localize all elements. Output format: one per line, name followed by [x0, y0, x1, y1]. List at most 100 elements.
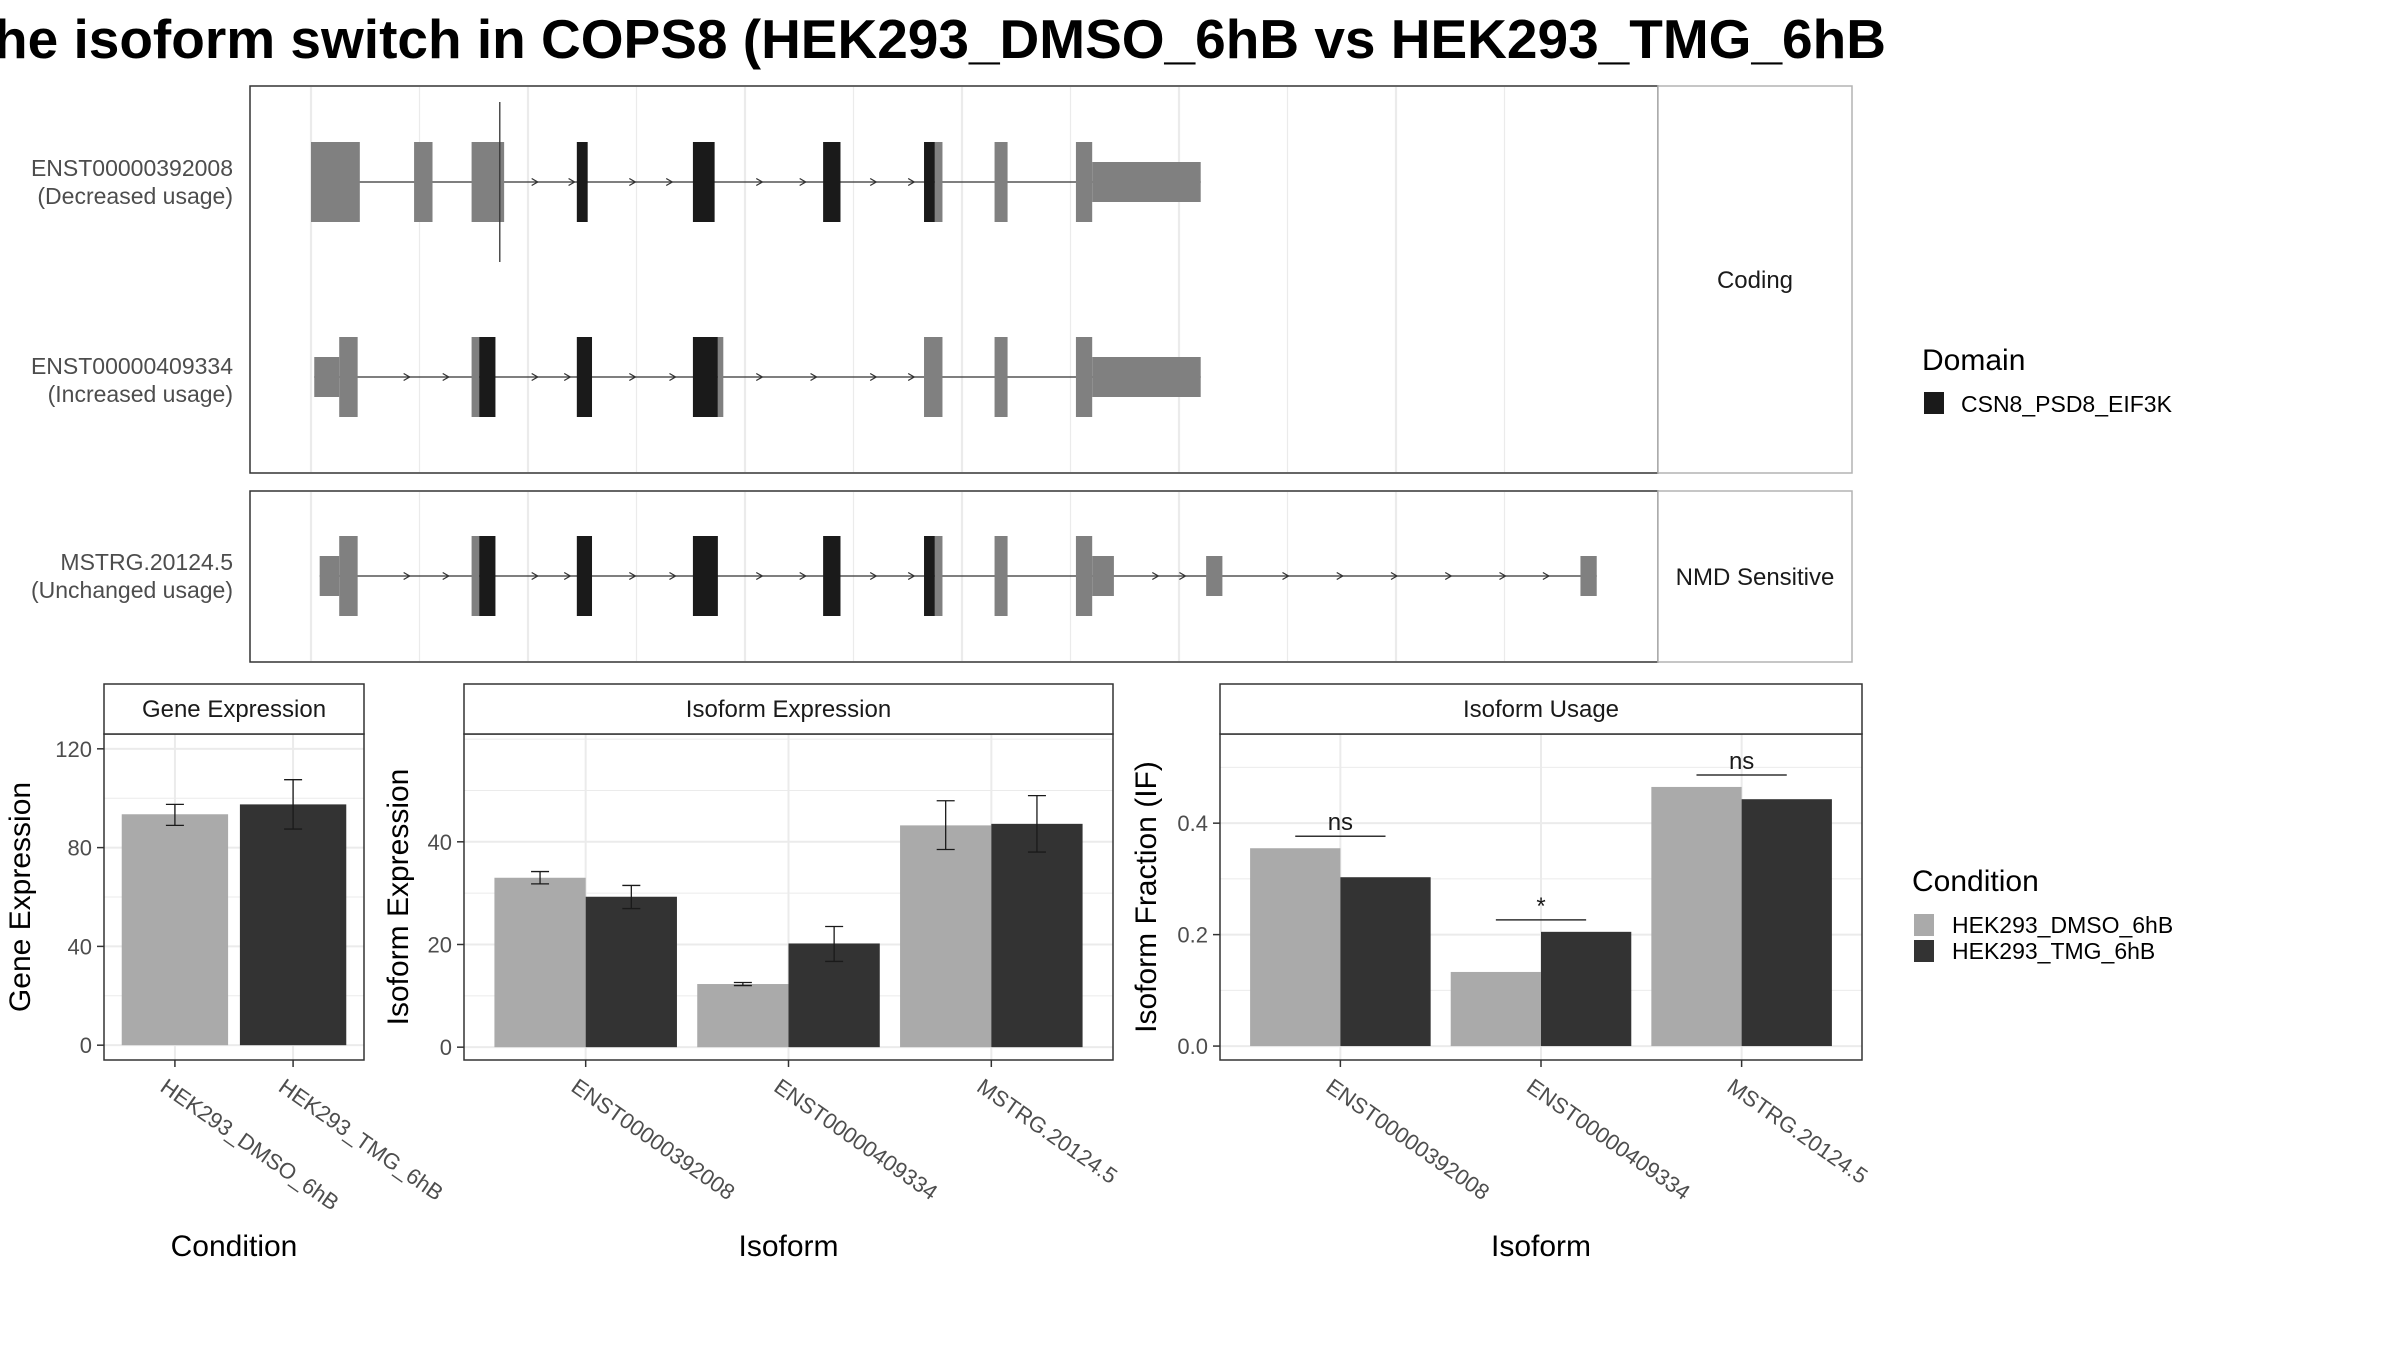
strand-arrow	[755, 372, 764, 382]
strand-arrow	[665, 177, 674, 187]
utr-exon	[414, 142, 433, 222]
x-axis-title: Isoform	[1491, 1230, 1591, 1263]
strand-arrow	[869, 177, 878, 187]
domain-exon	[823, 142, 841, 222]
domain-exon	[692, 337, 718, 417]
utr-exon	[1075, 142, 1093, 222]
strand-arrow	[568, 177, 576, 187]
utr-exon	[934, 536, 943, 616]
utr-exon	[1092, 556, 1114, 596]
bar	[1250, 848, 1341, 1047]
y-tick-label: 0	[440, 1035, 452, 1060]
domain-exon	[576, 536, 593, 616]
strand-arrow	[907, 571, 916, 581]
utr-exon	[994, 337, 1008, 417]
coding-panel-gridlines	[309, 87, 1506, 472]
isoform-id-label: MSTRG.20124.5	[60, 549, 233, 575]
x-axis-title: Condition	[171, 1230, 298, 1263]
bar	[1741, 799, 1832, 1047]
utr-exon	[471, 536, 480, 616]
strand-arrow	[669, 571, 677, 581]
strand-arrow	[629, 571, 637, 581]
strip-background	[103, 683, 365, 735]
y-tick-label: 40	[68, 934, 92, 959]
isoform-usage-label: (Unchanged usage)	[31, 577, 233, 603]
panel-title: Isoform Usage	[1463, 696, 1619, 723]
isoform-track-enst00000409334	[314, 337, 1201, 417]
domain-legend-label: CSN8_PSD8_EIF3K	[1961, 391, 2173, 417]
bar	[1450, 971, 1541, 1047]
bar	[1541, 931, 1632, 1047]
utr-exon	[717, 337, 724, 417]
domain-exon	[924, 142, 935, 222]
bar	[697, 984, 789, 1048]
domain-exon	[576, 142, 588, 222]
strand-arrow	[869, 372, 878, 382]
coding-strip-label: Coding	[1717, 267, 1793, 294]
condition-legend-label-dmso: HEK293_DMSO_6hB	[1952, 912, 2173, 938]
utr-exon	[1206, 556, 1223, 596]
coding-strip	[1657, 85, 1853, 474]
y-tick-label: 0.2	[1177, 923, 1208, 948]
utr-exon	[471, 142, 505, 222]
strand-arrow	[1390, 571, 1399, 581]
isoform-usage-label: (Decreased usage)	[37, 183, 233, 209]
strand-arrow	[442, 372, 451, 382]
domain-exon	[692, 142, 715, 222]
domain-legend-title: Domain	[1922, 344, 2025, 377]
bar	[585, 896, 677, 1048]
bar	[1651, 786, 1742, 1047]
utr-exon	[311, 142, 360, 222]
strip-background	[463, 683, 1114, 735]
nmd-strip	[1657, 490, 1853, 663]
domain-exon	[692, 536, 718, 616]
strand-arrow	[403, 571, 411, 581]
isoform-track-enst00000392008	[311, 102, 1201, 262]
strand-arrow	[629, 372, 637, 382]
strand-arrow	[755, 571, 764, 581]
utr-exon	[471, 337, 480, 417]
isoform-usage-label: (Increased usage)	[48, 381, 233, 407]
strand-arrow	[1151, 571, 1160, 581]
strip-background	[1219, 683, 1863, 735]
coding-panel-background	[249, 85, 1659, 474]
y-axis-title: Isoform Fraction (IF)	[1130, 761, 1163, 1033]
strand-arrow	[1179, 571, 1187, 581]
bar	[900, 825, 992, 1048]
strand-arrow	[531, 372, 539, 382]
utr-exon	[1075, 536, 1093, 616]
panel-title: Gene Expression	[142, 696, 326, 723]
y-tick-label: 0.0	[1177, 1034, 1208, 1059]
utr-exon	[319, 556, 340, 596]
significance-label: ns	[1328, 809, 1353, 836]
bar	[494, 877, 586, 1048]
strand-arrow	[1282, 571, 1290, 581]
strand-arrow	[1336, 571, 1345, 581]
domain-exon	[924, 536, 935, 616]
strand-arrow	[563, 571, 572, 581]
bar	[991, 823, 1083, 1048]
utr-exon	[1092, 357, 1201, 397]
significance-label: *	[1536, 893, 1545, 920]
strand-arrow	[799, 571, 807, 581]
strand-arrow	[1542, 571, 1551, 581]
condition-legend-title: Condition	[1912, 865, 2039, 898]
strand-arrow	[531, 571, 539, 581]
domain-legend: Domain CSN8_PSD8_EIF3K	[1922, 344, 2173, 417]
strand-arrow	[442, 571, 451, 581]
y-tick-label: 20	[428, 932, 452, 957]
strand-arrow	[810, 372, 818, 382]
condition-legend-key-dmso	[1914, 914, 1934, 936]
nmd-strip-label: NMD Sensitive	[1676, 564, 1835, 591]
strand-arrow	[629, 177, 637, 187]
utr-exon	[994, 536, 1008, 616]
bar	[1340, 877, 1431, 1047]
y-tick-label: 0	[80, 1033, 92, 1058]
utr-exon	[339, 337, 358, 417]
utr-exon	[339, 536, 358, 616]
domain-exon	[479, 536, 496, 616]
strand-arrow	[869, 571, 878, 581]
utr-exon	[1075, 337, 1093, 417]
x-axis-title: Isoform	[738, 1230, 838, 1263]
condition-legend-key-tmg	[1914, 940, 1934, 962]
